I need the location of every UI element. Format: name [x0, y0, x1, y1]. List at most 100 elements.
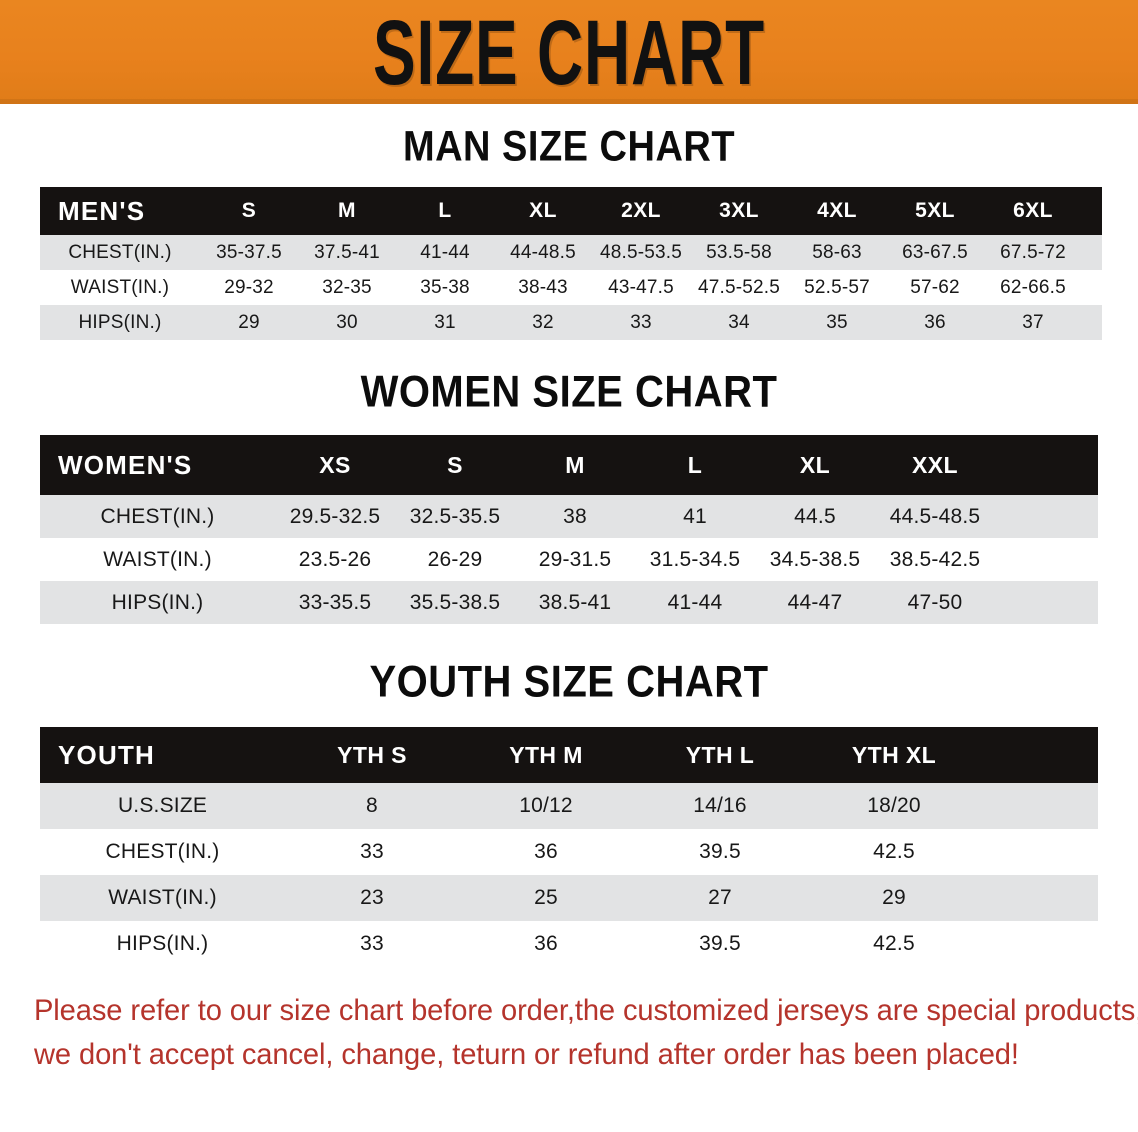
man-cell-0-7: 63-67.5	[886, 235, 984, 270]
man-cell-0-6: 58-63	[788, 235, 886, 270]
youth-cell-2-2: 27	[633, 875, 807, 921]
youth-cell-3-1: 36	[459, 921, 633, 967]
women-column-header-5: XXL	[875, 435, 995, 495]
man-cell-1-1: 32-35	[298, 270, 396, 305]
youth-row-label-2: WAIST(IN.)	[40, 875, 285, 921]
women-cell-1-5: 38.5-42.5	[875, 538, 995, 581]
youth-row-label-0: U.S.SIZE	[40, 783, 285, 829]
youth-column-header-3: YTH XL	[807, 727, 981, 783]
man-row-label-0: CHEST(IN.)	[40, 235, 200, 270]
man-cell-filler	[1082, 305, 1102, 340]
man-cell-1-0: 29-32	[200, 270, 298, 305]
man-cell-2-8: 37	[984, 305, 1082, 340]
man-cell-1-4: 43-47.5	[592, 270, 690, 305]
man-cell-2-1: 30	[298, 305, 396, 340]
man-cell-0-5: 53.5-58	[690, 235, 788, 270]
man-cell-1-8: 62-66.5	[984, 270, 1082, 305]
youth-cell-0-0: 8	[285, 783, 459, 829]
youth-section-title: YOUTH SIZE CHART	[369, 657, 769, 707]
youth-cell-0-2: 14/16	[633, 783, 807, 829]
man-cell-0-8: 67.5-72	[984, 235, 1082, 270]
man-cell-2-0: 29	[200, 305, 298, 340]
page-title: SIZE CHART	[373, 0, 765, 104]
youth-cell-3-3: 42.5	[807, 921, 981, 967]
man-column-header-8: 6XL	[984, 187, 1082, 235]
youth-table-row: U.S.SIZE 8 10/12 14/16 18/20	[40, 783, 1098, 829]
women-column-header-3: L	[635, 435, 755, 495]
return-policy-disclaimer: Please refer to our size chart before or…	[34, 989, 1138, 1077]
youth-cell-filler	[981, 875, 1098, 921]
youth-cell-2-0: 23	[285, 875, 459, 921]
women-size-table: WOMEN'S XS S M L XL XXL CHEST(IN.) 29.5-32.5 32.…	[40, 435, 1098, 624]
man-column-header-4: 2XL	[592, 187, 690, 235]
youth-cell-filler	[981, 783, 1098, 829]
youth-size-table-wrapper: YOUTH YTH S YTH M YTH L YTH XL U.S.SIZE 8 10/1…	[40, 727, 1098, 967]
youth-row-label-1: CHEST(IN.)	[40, 829, 285, 875]
youth-cell-0-1: 10/12	[459, 783, 633, 829]
women-cell-1-2: 29-31.5	[515, 538, 635, 581]
man-cell-0-3: 44-48.5	[494, 235, 592, 270]
women-cell-filler	[995, 581, 1098, 624]
youth-cell-filler	[981, 921, 1098, 967]
man-cell-2-3: 32	[494, 305, 592, 340]
man-column-header-7: 5XL	[886, 187, 984, 235]
women-cell-0-5: 44.5-48.5	[875, 495, 995, 538]
women-section-title: WOMEN SIZE CHART	[360, 367, 778, 417]
man-row-label-1: WAIST(IN.)	[40, 270, 200, 305]
man-cell-1-2: 35-38	[396, 270, 494, 305]
women-header-filler	[995, 435, 1098, 495]
disclaimer-line-1: Please refer to our size chart before or…	[34, 994, 1138, 1027]
man-table-row: CHEST(IN.) 35-37.5 37.5-41 41-44 44-48.5 48.5…	[40, 235, 1102, 270]
youth-header-filler	[981, 727, 1098, 783]
man-column-header-6: 4XL	[788, 187, 886, 235]
youth-cell-1-1: 36	[459, 829, 633, 875]
youth-corner-label: YOUTH	[40, 727, 285, 783]
man-header-row: MEN'S S M L XL 2XL 3XL 4XL 5XL 6XL	[40, 187, 1102, 235]
youth-table-row: WAIST(IN.) 23 25 27 29	[40, 875, 1098, 921]
man-cell-1-6: 52.5-57	[788, 270, 886, 305]
page-header-banner: SIZE CHART	[0, 0, 1138, 104]
women-cell-1-1: 26-29	[395, 538, 515, 581]
women-cell-1-4: 34.5-38.5	[755, 538, 875, 581]
man-cell-2-4: 33	[592, 305, 690, 340]
women-size-table-wrapper: WOMEN'S XS S M L XL XXL CHEST(IN.) 29.5-32.5 32.…	[40, 435, 1098, 624]
youth-column-header-2: YTH L	[633, 727, 807, 783]
man-cell-1-5: 47.5-52.5	[690, 270, 788, 305]
youth-cell-3-0: 33	[285, 921, 459, 967]
women-corner-label: WOMEN'S	[40, 435, 275, 495]
women-row-label-2: HIPS(IN.)	[40, 581, 275, 624]
man-size-table: MEN'S S M L XL 2XL 3XL 4XL 5XL 6XL CHEST(IN.) 35-3…	[40, 187, 1102, 340]
youth-column-header-1: YTH M	[459, 727, 633, 783]
youth-cell-2-1: 25	[459, 875, 633, 921]
man-row-label-2: HIPS(IN.)	[40, 305, 200, 340]
man-table-header: MEN'S S M L XL 2XL 3XL 4XL 5XL 6XL	[40, 187, 1102, 235]
women-row-label-1: WAIST(IN.)	[40, 538, 275, 581]
women-cell-2-1: 35.5-38.5	[395, 581, 515, 624]
man-header-filler	[1082, 187, 1102, 235]
women-cell-2-0: 33-35.5	[275, 581, 395, 624]
youth-table-header: YOUTH YTH S YTH M YTH L YTH XL	[40, 727, 1098, 783]
youth-cell-1-0: 33	[285, 829, 459, 875]
man-cell-2-5: 34	[690, 305, 788, 340]
man-cell-1-3: 38-43	[494, 270, 592, 305]
man-table-body: CHEST(IN.) 35-37.5 37.5-41 41-44 44-48.5 48.5…	[40, 235, 1102, 340]
youth-column-header-0: YTH S	[285, 727, 459, 783]
man-column-header-1: M	[298, 187, 396, 235]
youth-cell-0-3: 18/20	[807, 783, 981, 829]
youth-header-row: YOUTH YTH S YTH M YTH L YTH XL	[40, 727, 1098, 783]
man-cell-filler	[1082, 235, 1102, 270]
women-row-label-0: CHEST(IN.)	[40, 495, 275, 538]
man-column-header-2: L	[396, 187, 494, 235]
women-cell-0-3: 41	[635, 495, 755, 538]
youth-cell-2-3: 29	[807, 875, 981, 921]
women-cell-filler	[995, 538, 1098, 581]
man-column-header-5: 3XL	[690, 187, 788, 235]
women-cell-2-5: 47-50	[875, 581, 995, 624]
women-table-row: HIPS(IN.) 33-35.5 35.5-38.5 38.5-41 41-44 44-…	[40, 581, 1098, 624]
man-column-header-3: XL	[494, 187, 592, 235]
women-cell-2-3: 41-44	[635, 581, 755, 624]
man-cell-0-2: 41-44	[396, 235, 494, 270]
youth-table-row: HIPS(IN.) 33 36 39.5 42.5	[40, 921, 1098, 967]
women-table-row: WAIST(IN.) 23.5-26 26-29 29-31.5 31.5-34.5 34…	[40, 538, 1098, 581]
women-table-body: CHEST(IN.) 29.5-32.5 32.5-35.5 38 41 44.5 44.5…	[40, 495, 1098, 624]
